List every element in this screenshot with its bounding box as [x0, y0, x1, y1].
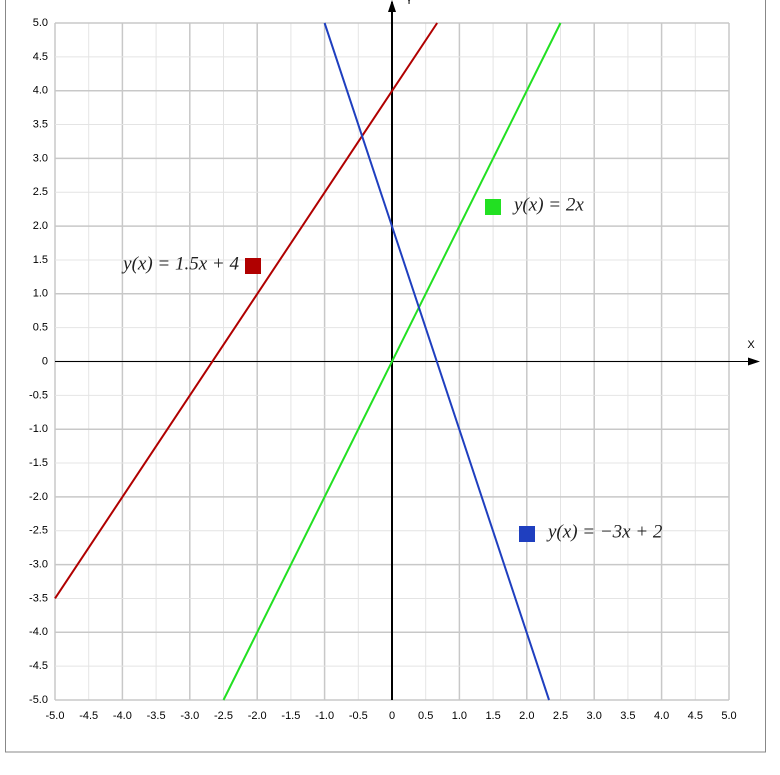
x-tick-label: -3.0: [180, 710, 199, 722]
x-tick-label: 0.5: [418, 710, 433, 722]
x-tick-label: 4.0: [654, 710, 669, 722]
y-tick-label: -3.5: [29, 592, 48, 604]
y-tick-label: 4.5: [33, 51, 48, 63]
y-tick-label: 2.0: [33, 220, 48, 232]
x-tick-label: 3.5: [620, 710, 635, 722]
x-tick-label: -5.0: [46, 710, 65, 722]
x-tick-label: 1.0: [452, 710, 467, 722]
y-tick-label: 0.5: [33, 322, 48, 334]
y-tick-label: 0: [42, 355, 48, 367]
x-tick-label: -4.5: [79, 710, 98, 722]
y-tick-label: -2.5: [29, 525, 48, 537]
x-tick-label: 2.0: [519, 710, 534, 722]
x-tick-label: 3.0: [587, 710, 602, 722]
x-tick-label: 1.5: [485, 710, 500, 722]
x-tick-label: -3.5: [147, 710, 166, 722]
series-line: [54, 22, 438, 600]
y-tick-label: -0.5: [29, 389, 48, 401]
y-tick-label: 3.5: [33, 118, 48, 130]
x-tick-label: -4.0: [113, 710, 132, 722]
x-tick-label: -0.5: [349, 710, 368, 722]
legend-label: y(x) = 1.5x + 4: [121, 253, 239, 274]
x-tick-label: 5.0: [721, 710, 736, 722]
x-tick-label: -1.0: [315, 710, 334, 722]
y-tick-label: 3.0: [33, 152, 48, 164]
x-tick-label: 0: [389, 710, 395, 722]
legend-label: y(x) = −3x + 2: [546, 521, 663, 542]
y-tick-label: -4.5: [29, 660, 48, 672]
frame: [5, 0, 766, 753]
y-tick-label: -3.0: [29, 559, 48, 571]
y-tick-label: 4.0: [33, 85, 48, 97]
series-line: [323, 22, 550, 701]
legend-swatch: [245, 258, 261, 274]
series-line: [222, 22, 562, 701]
y-tick-label: -4.0: [29, 626, 48, 638]
y-axis-arrow: [388, 0, 396, 12]
x-tick-label: 4.5: [688, 710, 703, 722]
x-tick-label: 2.5: [553, 710, 568, 722]
legend-swatch: [485, 199, 501, 215]
x-tick-label: -1.5: [281, 710, 300, 722]
x-axis-label: X: [747, 339, 755, 351]
y-tick-label: 2.5: [33, 186, 48, 198]
y-axis-label: Y: [405, 0, 413, 7]
y-tick-label: -1.5: [29, 457, 48, 469]
y-tick-label: 1.5: [33, 254, 48, 266]
y-tick-label: 1.0: [33, 288, 48, 300]
x-tick-label: -2.0: [248, 710, 267, 722]
x-axis-arrow: [748, 357, 760, 366]
y-tick-label: -5.0: [29, 694, 48, 706]
y-tick-label: -1.0: [29, 423, 48, 435]
y-tick-label: 5.0: [33, 17, 48, 29]
legend-swatch: [519, 526, 535, 542]
legend-label: y(x) = 2x: [512, 194, 584, 215]
y-tick-label: -2.0: [29, 491, 48, 503]
x-tick-label: -2.5: [214, 710, 233, 722]
